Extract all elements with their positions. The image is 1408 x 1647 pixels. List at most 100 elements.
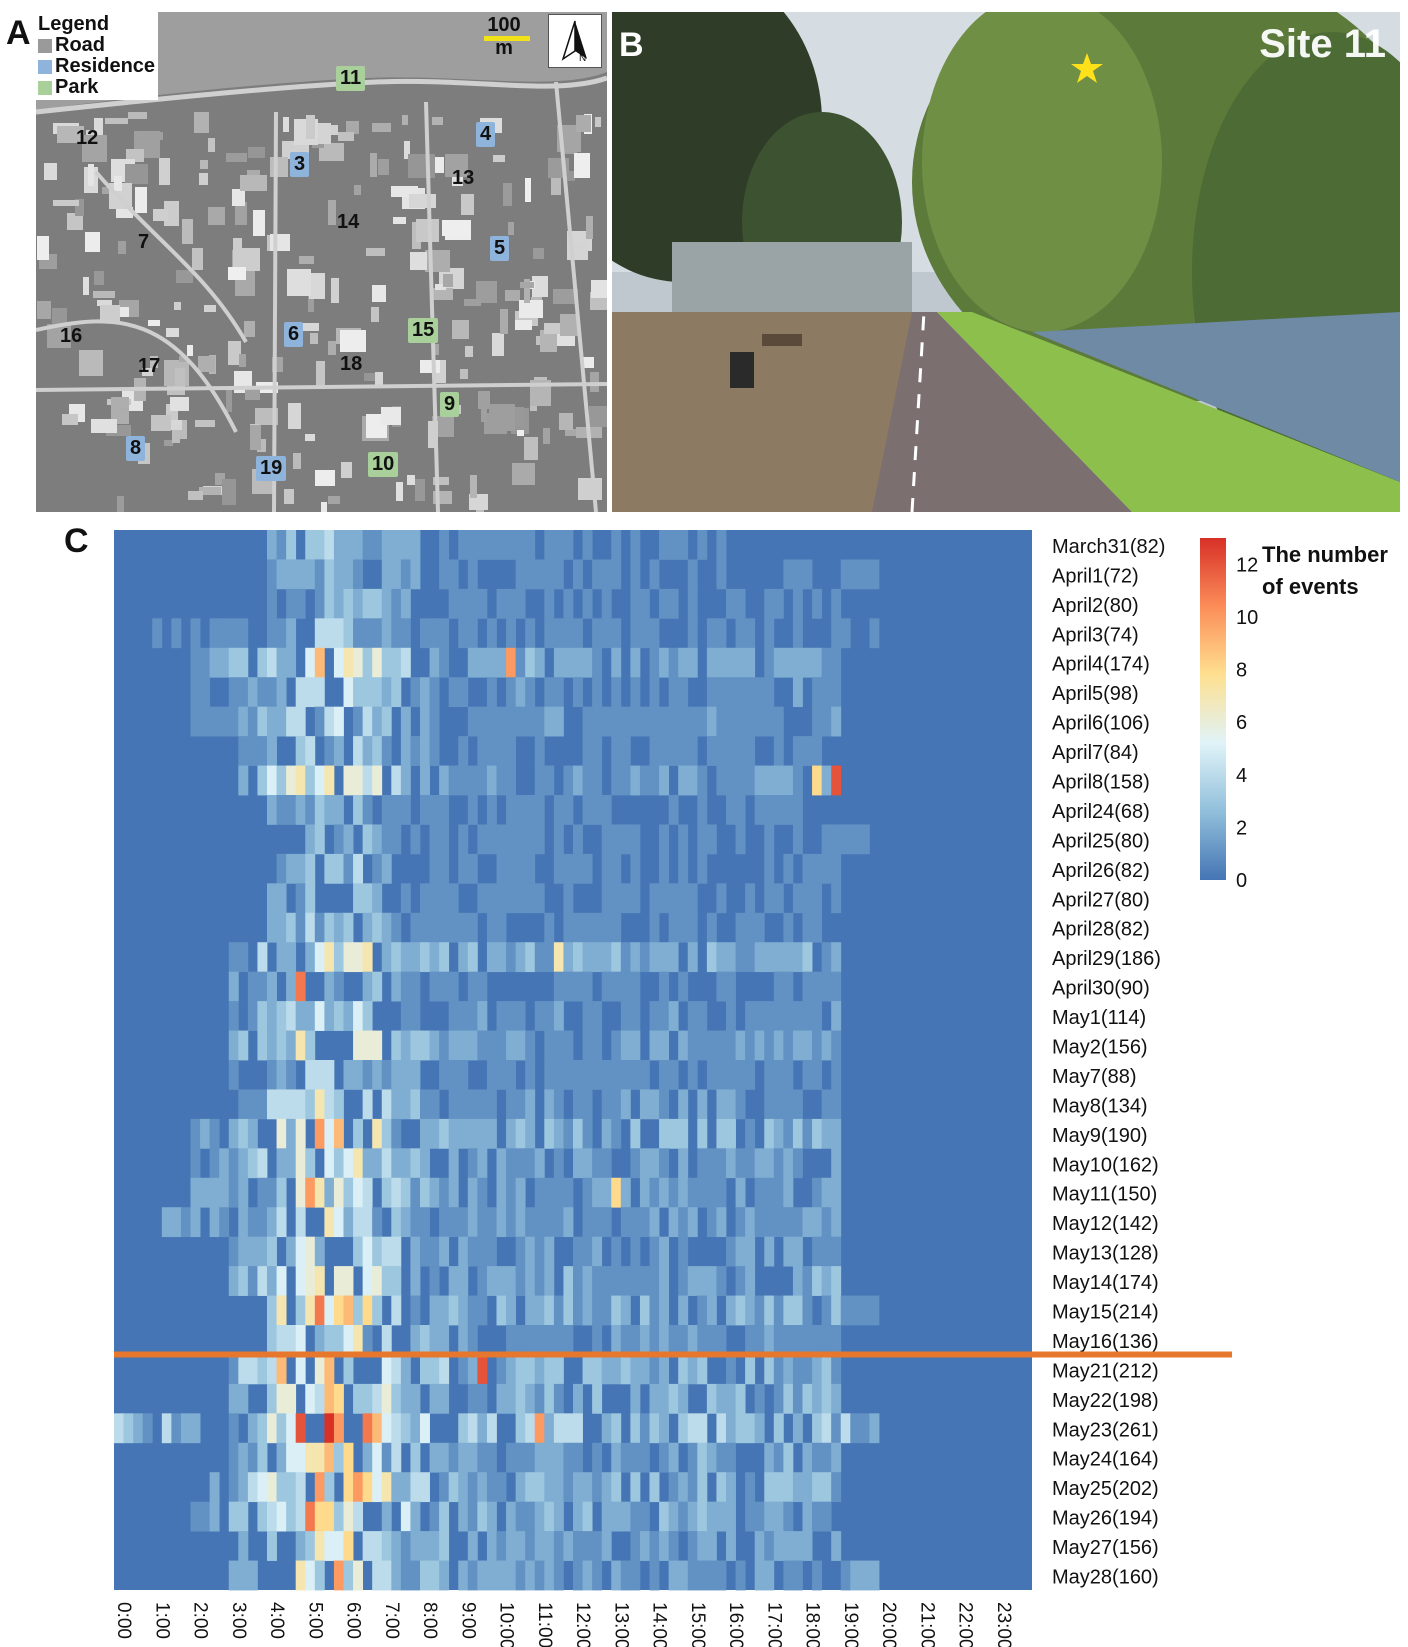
heatmap-cell xyxy=(697,1442,708,1473)
heatmap-cell xyxy=(735,1560,746,1591)
heatmap-cell xyxy=(649,677,660,708)
heatmap-cell xyxy=(525,1295,536,1326)
heatmap-cell xyxy=(611,883,622,914)
heatmap-cell xyxy=(544,1383,555,1414)
heatmap-cell xyxy=(324,1354,335,1385)
heatmap-cell xyxy=(821,1383,832,1414)
heatmap-cell xyxy=(515,795,526,825)
heatmap-cell xyxy=(706,1177,717,1208)
heatmap-cell xyxy=(620,1030,631,1061)
heatmap-cell xyxy=(276,1207,287,1238)
heatmap-cell xyxy=(228,1472,239,1503)
heatmap-cell xyxy=(611,912,622,943)
site-marker-5: 5 xyxy=(490,236,510,261)
heatmap-cell xyxy=(333,1501,344,1532)
heatmap-cell xyxy=(649,1207,660,1238)
heatmap-cell xyxy=(190,1118,201,1149)
heatmap-cell xyxy=(869,1295,880,1326)
heatmap-cell xyxy=(276,677,287,708)
heatmap-cell xyxy=(792,1413,803,1444)
heatmap-cell xyxy=(678,1236,689,1267)
heatmap-cell xyxy=(706,1560,717,1591)
heatmap-cell xyxy=(391,1472,402,1503)
heatmap-cell xyxy=(726,1413,736,1444)
heatmap-cell xyxy=(668,1531,679,1561)
heatmap-cell xyxy=(305,1060,316,1090)
heatmap-cell xyxy=(372,765,383,796)
heatmap-cell xyxy=(601,1413,612,1444)
heatmap-cell xyxy=(553,706,564,737)
heatmap-cell xyxy=(859,1413,870,1444)
heatmap-cell xyxy=(267,1030,277,1061)
heatmap-cell xyxy=(553,1383,564,1414)
heatmap-cell xyxy=(678,706,689,737)
heatmap-cell xyxy=(592,1442,603,1473)
heatmap-cell xyxy=(219,706,230,737)
heatmap-cell xyxy=(573,1236,583,1267)
heatmap-cell xyxy=(735,1236,746,1267)
heatmap-cell xyxy=(812,853,823,884)
heatmap-cell xyxy=(429,1177,440,1208)
heatmap-cell xyxy=(869,618,880,649)
heatmap-cell xyxy=(228,1501,239,1532)
heatmap-cell xyxy=(276,853,287,884)
heatmap-cell xyxy=(783,1089,794,1120)
heatmap-cell xyxy=(467,1501,478,1532)
heatmap-cell xyxy=(687,1207,698,1238)
heatmap-cell xyxy=(515,1354,526,1385)
heatmap-cell xyxy=(515,942,526,973)
heatmap-cell xyxy=(726,1531,736,1561)
heatmap-cell xyxy=(324,1148,335,1179)
heatmap-cell xyxy=(286,853,297,884)
x-tick-label: 12:00 xyxy=(572,1602,593,1647)
heatmap-cell xyxy=(573,971,583,1002)
heatmap-cell xyxy=(429,1266,440,1296)
heatmap-cell xyxy=(506,530,517,560)
heatmap-cell xyxy=(314,647,325,678)
heatmap-cell xyxy=(726,1442,736,1473)
heatmap-cell xyxy=(687,1177,698,1208)
heatmap-cell xyxy=(353,795,364,825)
heatmap-cell xyxy=(639,1207,650,1238)
heatmap-cell xyxy=(534,736,545,766)
heatmap-cell xyxy=(792,1472,803,1503)
heatmap-cell xyxy=(783,912,794,943)
heatmap-cell xyxy=(649,1472,660,1503)
heatmap-cell xyxy=(458,1089,469,1120)
heatmap-cell xyxy=(267,765,277,796)
heatmap-cell xyxy=(630,942,641,973)
heatmap-cell xyxy=(563,588,574,619)
heatmap-cell xyxy=(687,1472,698,1503)
heatmap-cell xyxy=(228,1177,239,1208)
legend-swatch-residence xyxy=(38,59,52,74)
heatmap-cell xyxy=(420,677,430,708)
heatmap-cell xyxy=(305,1089,316,1120)
heatmap-cell xyxy=(869,1560,880,1591)
heatmap-cell xyxy=(582,971,593,1002)
heatmap-cell xyxy=(639,942,650,973)
heatmap-cell xyxy=(209,706,220,737)
heatmap-cell xyxy=(420,912,430,943)
heatmap-cell xyxy=(410,1030,421,1061)
heatmap-cell xyxy=(735,1266,746,1296)
heatmap-cell xyxy=(333,1413,344,1444)
heatmap-cell xyxy=(200,677,211,708)
heatmap-cell xyxy=(668,912,679,943)
heatmap-cell xyxy=(534,1001,545,1031)
heatmap-cell xyxy=(592,1207,603,1238)
heatmap-cell xyxy=(324,736,335,766)
heatmap-cell xyxy=(391,795,402,825)
heatmap-cell xyxy=(592,1177,603,1208)
heatmap-cell xyxy=(726,677,736,708)
heatmap-cell xyxy=(525,942,536,973)
heatmap-cell xyxy=(582,795,593,825)
heatmap-cell xyxy=(238,1266,249,1296)
heatmap-cell xyxy=(410,1501,421,1532)
heatmap-cell xyxy=(802,1207,813,1238)
heatmap-cell xyxy=(659,883,670,914)
heatmap-cell xyxy=(831,1442,842,1473)
heatmap-cell xyxy=(276,1030,287,1061)
heatmap-cell xyxy=(831,677,842,708)
heatmap-cell xyxy=(400,1089,411,1120)
heatmap-cell xyxy=(659,588,670,619)
